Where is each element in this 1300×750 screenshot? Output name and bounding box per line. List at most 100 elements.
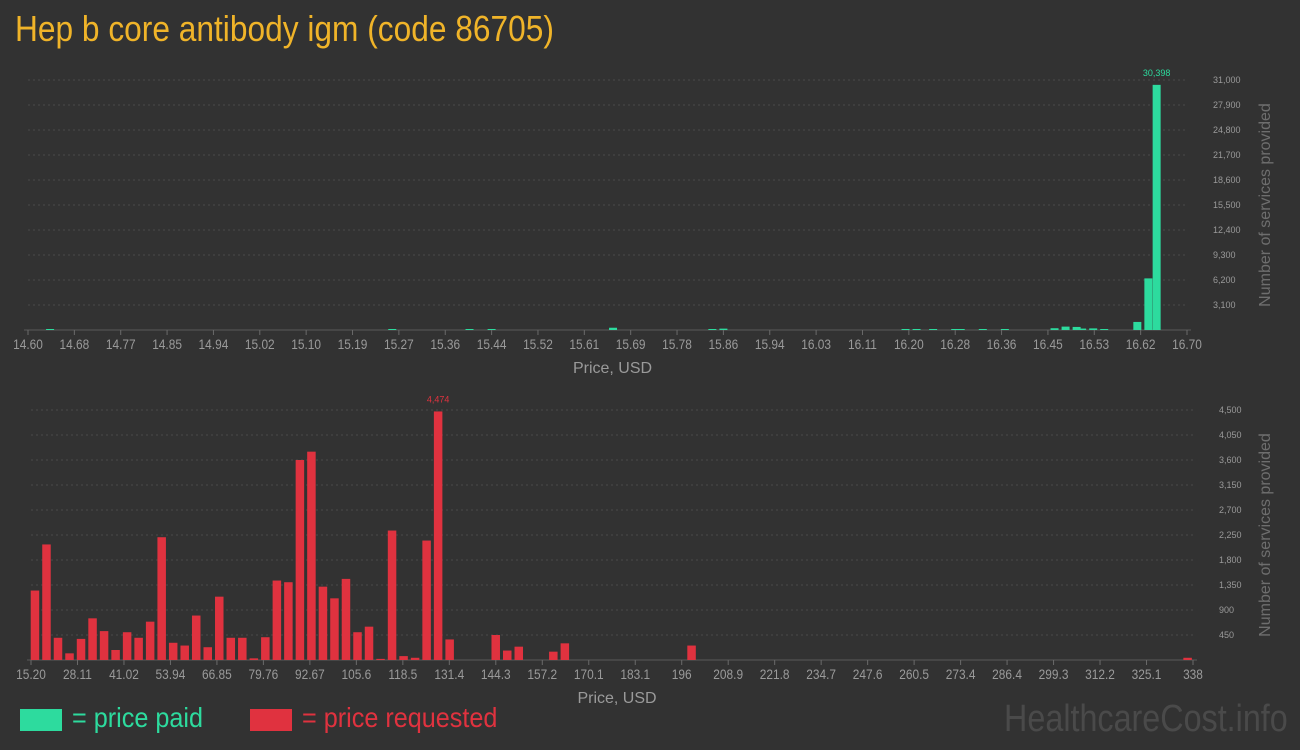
bar bbox=[1152, 84, 1161, 331]
y-tick-label: 450 bbox=[1219, 630, 1234, 640]
bar bbox=[180, 645, 189, 660]
x-tick-label: 15.36 bbox=[430, 336, 460, 352]
y-tick-label: 2,700 bbox=[1219, 505, 1242, 515]
x-tick-label: 196 bbox=[672, 666, 692, 682]
x-tick-label: 338 bbox=[1183, 666, 1203, 682]
x-axis-title: Price, USD bbox=[573, 360, 652, 377]
y-tick-label: 1,350 bbox=[1219, 580, 1242, 590]
bar bbox=[53, 637, 63, 660]
x-tick-label: 157.2 bbox=[527, 666, 557, 682]
peak-data-label: 30,398 bbox=[1143, 68, 1171, 78]
y-tick-label: 12,400 bbox=[1213, 225, 1241, 235]
x-tick-label: 260.5 bbox=[899, 666, 929, 682]
bar bbox=[1078, 328, 1087, 330]
bar bbox=[122, 632, 132, 660]
y-tick-label: 3,600 bbox=[1219, 455, 1242, 465]
x-tick-label: 14.85 bbox=[152, 336, 182, 352]
x-tick-label: 16.45 bbox=[1033, 336, 1063, 352]
x-tick-label: 16.53 bbox=[1079, 336, 1109, 352]
x-tick-label: 41.02 bbox=[109, 666, 139, 682]
bar bbox=[99, 631, 109, 660]
legend-requested-swatch bbox=[250, 709, 292, 731]
x-tick-label: 16.28 bbox=[940, 336, 970, 352]
bar bbox=[215, 596, 224, 660]
y-tick-label: 4,500 bbox=[1219, 405, 1242, 415]
bar bbox=[912, 329, 921, 330]
bar bbox=[249, 658, 259, 660]
bar bbox=[42, 544, 51, 660]
x-tick-label: 16.36 bbox=[987, 336, 1017, 352]
y-tick-label: 900 bbox=[1219, 605, 1234, 615]
x-tick-label: 273.4 bbox=[946, 666, 976, 682]
x-tick-label: 15.78 bbox=[662, 336, 692, 352]
bar bbox=[901, 329, 910, 330]
x-tick-label: 247.6 bbox=[853, 666, 883, 682]
bar bbox=[719, 328, 728, 330]
bar bbox=[388, 329, 397, 330]
bar bbox=[364, 626, 374, 660]
bar bbox=[433, 411, 443, 660]
bar bbox=[226, 637, 236, 660]
bar bbox=[502, 650, 512, 660]
bar bbox=[1000, 329, 1009, 330]
bar bbox=[134, 637, 143, 660]
y-tick-label: 3,150 bbox=[1219, 480, 1242, 490]
bar bbox=[307, 451, 316, 660]
y-tick-label: 31,000 bbox=[1213, 75, 1241, 85]
legend-requested-label: = price requested bbox=[302, 702, 498, 733]
x-tick-label: 16.03 bbox=[801, 336, 831, 352]
bar bbox=[1072, 326, 1081, 330]
x-tick-label: 15.20 bbox=[16, 666, 46, 682]
bar bbox=[560, 643, 570, 660]
bar bbox=[1100, 329, 1109, 330]
x-tick-label: 14.77 bbox=[106, 336, 136, 352]
bar bbox=[318, 586, 328, 660]
bar bbox=[687, 645, 696, 660]
bar bbox=[111, 650, 120, 660]
y-tick-label: 15,500 bbox=[1213, 200, 1241, 210]
y-tick-label: 9,300 bbox=[1213, 250, 1236, 260]
bar bbox=[88, 618, 97, 660]
bar bbox=[238, 637, 247, 660]
bar bbox=[295, 460, 305, 660]
bar bbox=[272, 580, 282, 660]
bar bbox=[410, 657, 420, 660]
x-tick-label: 170.1 bbox=[574, 666, 604, 682]
x-tick-label: 208.9 bbox=[713, 666, 743, 682]
x-tick-label: 79.76 bbox=[249, 666, 279, 682]
x-tick-label: 16.11 bbox=[848, 336, 877, 352]
x-tick-label: 144.3 bbox=[481, 666, 511, 682]
bar bbox=[1183, 657, 1192, 660]
bar bbox=[465, 329, 474, 330]
bar bbox=[929, 329, 938, 330]
x-tick-label: 15.19 bbox=[338, 336, 368, 352]
x-tick-label: 15.02 bbox=[245, 336, 275, 352]
y-tick-label: 6,200 bbox=[1213, 275, 1236, 285]
x-tick-label: 15.44 bbox=[477, 336, 507, 352]
bar bbox=[399, 656, 408, 660]
bar bbox=[376, 658, 385, 660]
y-tick-label: 4,050 bbox=[1219, 430, 1242, 440]
y-tick-label: 21,700 bbox=[1213, 150, 1241, 160]
bar bbox=[284, 582, 293, 660]
x-tick-label: 15.69 bbox=[616, 336, 646, 352]
y-tick-label: 24,800 bbox=[1213, 125, 1241, 135]
bar bbox=[549, 651, 558, 660]
price-requested-chart: 450 900 1,350 1,800 2,250 2,700 3,150 3,600 4,05… bbox=[16, 394, 1274, 707]
x-tick-label: 131.4 bbox=[434, 666, 464, 682]
bar bbox=[1133, 321, 1142, 330]
bar bbox=[341, 578, 351, 660]
bar bbox=[1050, 328, 1059, 330]
x-tick-label: 66.85 bbox=[202, 666, 232, 682]
x-tick-label: 14.68 bbox=[59, 336, 89, 352]
x-tick-label: 325.1 bbox=[1132, 666, 1162, 682]
x-tick-label: 15.94 bbox=[755, 336, 785, 352]
bar bbox=[191, 615, 201, 660]
bar bbox=[30, 590, 40, 660]
bar bbox=[1144, 278, 1153, 330]
x-tick-label: 14.60 bbox=[13, 336, 43, 352]
y-tick-label: 3,100 bbox=[1213, 300, 1236, 310]
y-tick-label: 27,900 bbox=[1213, 100, 1241, 110]
peak-data-label: 4,474 bbox=[427, 394, 450, 404]
x-tick-label: 183.1 bbox=[620, 666, 650, 682]
